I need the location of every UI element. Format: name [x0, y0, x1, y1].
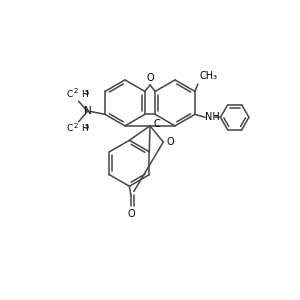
- Text: 2: 2: [74, 122, 78, 128]
- Text: C: C: [66, 124, 73, 133]
- Text: 2: 2: [74, 88, 78, 94]
- Text: O: O: [146, 74, 154, 83]
- Text: NH: NH: [205, 112, 220, 122]
- Text: C: C: [154, 119, 160, 129]
- Text: H: H: [81, 124, 87, 133]
- Text: O: O: [127, 209, 135, 219]
- Text: 5: 5: [85, 124, 89, 130]
- Text: CH₃: CH₃: [199, 71, 218, 81]
- Text: H: H: [81, 90, 87, 99]
- Text: C: C: [66, 90, 73, 99]
- Text: O: O: [167, 137, 174, 147]
- Text: 5: 5: [85, 90, 89, 96]
- Text: N: N: [83, 106, 91, 116]
